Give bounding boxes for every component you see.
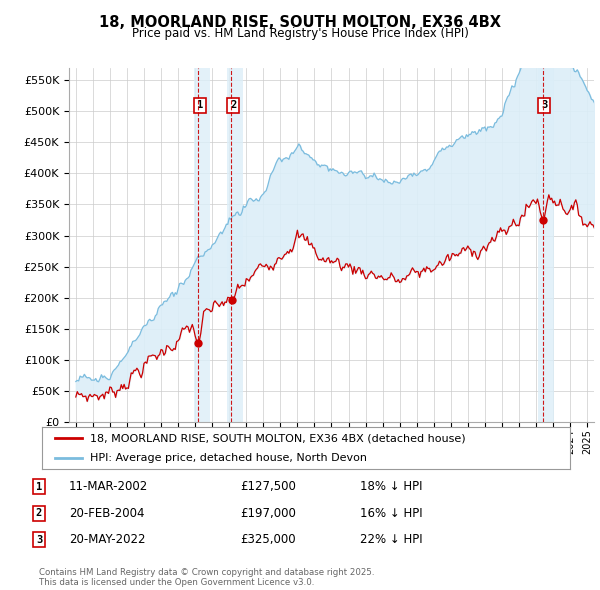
- Text: 2: 2: [230, 100, 236, 110]
- Text: 1: 1: [197, 100, 203, 110]
- Text: Price paid vs. HM Land Registry's House Price Index (HPI): Price paid vs. HM Land Registry's House …: [131, 27, 469, 40]
- Text: £325,000: £325,000: [240, 533, 296, 546]
- Bar: [194, 68, 211, 422]
- Bar: [227, 68, 244, 422]
- Text: 2: 2: [36, 509, 42, 518]
- Text: 1: 1: [36, 482, 42, 491]
- Text: £197,000: £197,000: [240, 507, 296, 520]
- Text: 11-MAR-2002: 11-MAR-2002: [69, 480, 148, 493]
- Text: 3: 3: [36, 535, 42, 545]
- Text: 20-FEB-2004: 20-FEB-2004: [69, 507, 145, 520]
- Text: 3: 3: [541, 100, 547, 110]
- Text: £127,500: £127,500: [240, 480, 296, 493]
- Text: 18% ↓ HPI: 18% ↓ HPI: [360, 480, 422, 493]
- Bar: [538, 68, 554, 422]
- Text: HPI: Average price, detached house, North Devon: HPI: Average price, detached house, Nort…: [89, 454, 367, 463]
- Text: 22% ↓ HPI: 22% ↓ HPI: [360, 533, 422, 546]
- Text: 18, MOORLAND RISE, SOUTH MOLTON, EX36 4BX (detached house): 18, MOORLAND RISE, SOUTH MOLTON, EX36 4B…: [89, 433, 465, 443]
- Text: 18, MOORLAND RISE, SOUTH MOLTON, EX36 4BX: 18, MOORLAND RISE, SOUTH MOLTON, EX36 4B…: [99, 15, 501, 30]
- Text: 16% ↓ HPI: 16% ↓ HPI: [360, 507, 422, 520]
- Text: Contains HM Land Registry data © Crown copyright and database right 2025.
This d: Contains HM Land Registry data © Crown c…: [39, 568, 374, 587]
- Text: 20-MAY-2022: 20-MAY-2022: [69, 533, 146, 546]
